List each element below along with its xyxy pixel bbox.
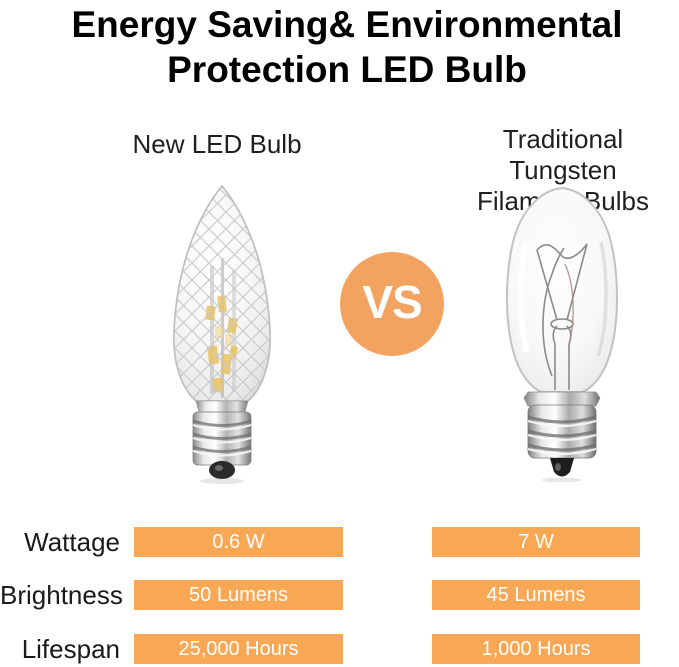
led-bulb-glass [173, 184, 271, 402]
tungsten-filament [536, 243, 588, 390]
page-title: Energy Saving& Environmental Protection … [15, 2, 679, 92]
wattage-right-value: 7 W [432, 527, 640, 557]
led-bulb-image [173, 184, 271, 484]
row-label-wattage: Wattage [24, 527, 120, 557]
right-column-header-line1: Traditional Tungsten [502, 124, 624, 185]
tungsten-bulb-base [523, 391, 601, 482]
lifespan-right-value: 1,000 Hours [432, 634, 640, 664]
left-column-header: New LED Bulb [132, 129, 302, 159]
lifespan-left-value: 25,000 Hours [134, 634, 343, 664]
tungsten-bulb-image [505, 186, 619, 482]
vs-badge-label: VS [362, 276, 422, 328]
led-bulb-base [192, 400, 252, 484]
row-label-lifespan: Lifespan [21, 634, 120, 664]
vs-badge: VS [340, 252, 444, 356]
wattage-left-value: 0.6 W [134, 527, 343, 557]
right-column-header: Traditional Tungsten Filament Bulbs [447, 124, 679, 217]
tungsten-bulb-glass [505, 186, 619, 393]
brightness-right-value: 45 Lumens [432, 580, 640, 610]
brightness-left-value: 50 Lumens [134, 580, 343, 610]
row-label-brightness: Brightness [0, 580, 123, 610]
page-title-line1: Energy Saving& Environmental [71, 4, 623, 45]
page-title-line2: Protection LED Bulb [167, 49, 527, 90]
